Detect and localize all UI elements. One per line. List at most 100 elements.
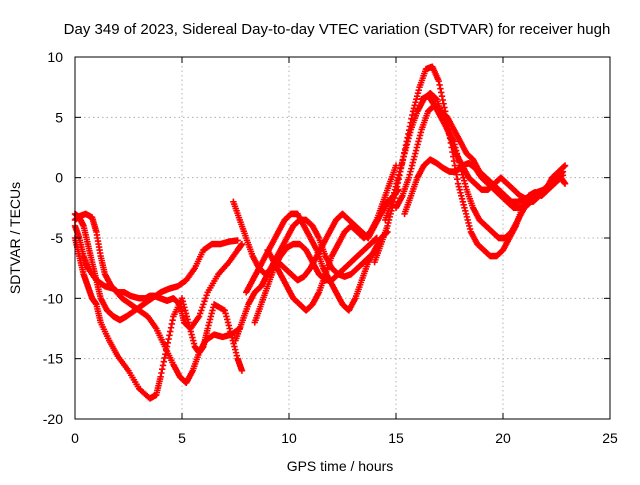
data-point-marker	[416, 135, 423, 142]
data-point-marker	[406, 171, 413, 178]
data-point-marker	[232, 346, 239, 353]
data-point	[461, 204, 468, 212]
data-point-marker	[465, 219, 472, 227]
y-tick-label: -10	[43, 290, 63, 306]
data-point-marker	[232, 349, 240, 356]
data-point	[195, 313, 203, 320]
data-point-marker	[413, 96, 420, 103]
data-point-marker	[189, 334, 196, 341]
series-8	[264, 162, 400, 314]
data-point-marker	[412, 99, 419, 106]
data-point-marker	[404, 138, 411, 145]
data-point-marker	[389, 195, 396, 202]
data-point	[559, 172, 567, 179]
data-point-marker	[451, 141, 458, 148]
data-point-marker	[402, 144, 410, 151]
data-point-marker	[206, 316, 214, 323]
x-tick-label: 20	[495, 430, 511, 446]
data-point-marker	[452, 147, 460, 154]
data-point-marker	[412, 147, 420, 154]
data-point-marker	[458, 195, 466, 202]
data-point-marker	[403, 141, 411, 148]
data-point-marker	[196, 310, 204, 317]
series-4	[230, 186, 402, 284]
data-point-marker	[224, 319, 232, 326]
data-point-marker	[190, 340, 198, 347]
data-point-marker	[408, 165, 415, 172]
data-point-marker	[223, 313, 230, 320]
data-point-marker	[205, 322, 212, 329]
x-tick-label: 0	[71, 430, 79, 446]
data-point	[561, 180, 569, 187]
data-point-marker	[464, 216, 471, 224]
data-point-marker	[452, 144, 459, 151]
data-point	[450, 138, 457, 145]
data-point-marker	[159, 366, 166, 373]
data-point	[435, 77, 442, 85]
data-point-marker	[454, 153, 461, 160]
data-point-marker	[167, 328, 174, 335]
data-point-marker	[461, 180, 469, 187]
data-point-marker	[201, 298, 208, 305]
data-point-marker	[203, 292, 210, 299]
data-point-marker	[392, 183, 399, 190]
data-point-marker	[391, 186, 399, 193]
data-point-marker	[394, 177, 401, 184]
y-axis-label: SDTVAR / TECUs	[7, 182, 23, 294]
data-point	[561, 162, 569, 169]
data-point-marker	[158, 369, 165, 377]
y-tick-label: 0	[55, 170, 63, 186]
data-point-marker	[413, 144, 421, 151]
data-point-marker	[188, 331, 195, 338]
data-point-marker	[457, 165, 465, 172]
data-point-marker	[450, 157, 458, 165]
data-point-marker	[436, 81, 443, 89]
data-point-marker	[160, 358, 168, 365]
data-point	[401, 150, 408, 157]
data-point-marker	[166, 332, 173, 339]
data-point	[157, 373, 164, 380]
data-point-marker	[168, 320, 176, 328]
data-point	[412, 150, 419, 157]
data-point-marker	[457, 189, 464, 196]
data-point-marker	[407, 168, 414, 175]
data-point-marker	[462, 183, 470, 190]
data-point	[178, 295, 186, 302]
data-point-marker	[416, 132, 424, 139]
data-point-marker	[454, 175, 461, 183]
data-layer	[71, 63, 569, 402]
x-tick-label: 25	[602, 430, 618, 446]
data-point-marker	[415, 86, 422, 94]
data-point-marker	[460, 174, 467, 181]
data-point-marker	[167, 324, 175, 331]
data-point-marker	[463, 213, 471, 221]
x-tick-label: 10	[281, 430, 297, 446]
data-point	[392, 162, 400, 169]
data-point-marker	[411, 153, 418, 160]
axis-layer: 0 5 10 15 20 25 -20 -15 -10 -5 0 5 10	[43, 49, 618, 446]
data-point-marker	[209, 307, 216, 314]
data-point-marker	[438, 89, 445, 96]
data-point	[457, 162, 464, 169]
data-point-marker	[200, 301, 207, 308]
data-point-marker	[461, 177, 468, 184]
data-point-marker	[198, 307, 205, 314]
data-point-marker	[231, 343, 238, 350]
y-tick-label: -5	[51, 230, 64, 246]
y-tick-label: 5	[55, 109, 63, 125]
data-point-marker	[400, 153, 407, 160]
data-point-marker	[458, 192, 465, 199]
data-point-marker	[199, 304, 206, 311]
data-point-marker	[190, 337, 197, 344]
data-point-marker	[202, 295, 209, 302]
data-point-marker	[169, 317, 176, 324]
x-tick-label: 5	[178, 430, 186, 446]
data-point	[454, 180, 462, 187]
data-point-marker	[393, 180, 400, 187]
data-point	[394, 174, 402, 181]
data-point-marker	[455, 156, 462, 163]
chart-title: Day 349 of 2023, Sidereal Day-to-day VTE…	[64, 21, 611, 38]
data-point-marker	[161, 354, 168, 362]
